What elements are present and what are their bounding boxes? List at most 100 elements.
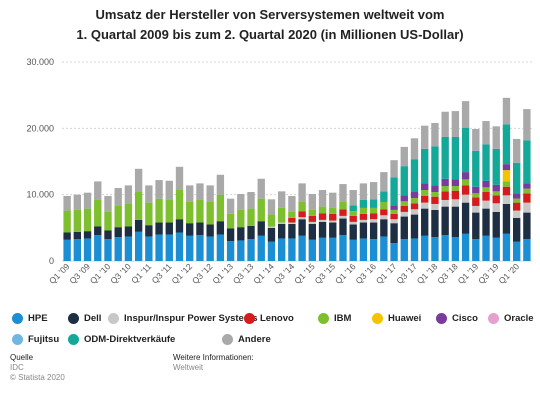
bar-segment [482, 180, 490, 188]
bar-segment [482, 192, 490, 201]
bar-segment [318, 213, 327, 220]
bar-segment [390, 177, 398, 206]
bar-segment [492, 191, 500, 196]
bar-segment [369, 207, 378, 214]
bar-segment [502, 124, 511, 165]
bar-segment [339, 201, 347, 210]
x-tick-label: Q1 '18 [415, 261, 440, 286]
legend-item[interactable]: HPE [12, 313, 48, 324]
bar-segment [400, 146, 408, 167]
legend-item[interactable]: Dell [68, 313, 101, 324]
bar-segment [492, 203, 500, 212]
bar-segment [247, 239, 255, 261]
legend-swatch [12, 334, 23, 345]
legend-swatch [68, 313, 79, 324]
bar-segment [461, 233, 470, 261]
bar-segment [226, 198, 235, 214]
bar-segment [502, 164, 511, 171]
bar-segment [461, 185, 470, 195]
x-tick-label: Q3 '16 [353, 261, 378, 286]
legend-item[interactable]: ODM-Direktverkäufe [68, 334, 175, 345]
bar-segment [441, 235, 449, 261]
bar-segment [63, 232, 71, 240]
bar-segment [441, 136, 449, 179]
bar-segment [513, 162, 521, 194]
legend-item[interactable]: Andere [222, 334, 271, 345]
bar-segment [502, 97, 511, 125]
legend-item[interactable]: Fujitsu [12, 334, 59, 345]
bar-segment [165, 222, 173, 235]
bar-segment [73, 239, 82, 261]
bar-segment [104, 195, 112, 212]
legend-item[interactable]: Oracle [488, 313, 534, 324]
bar-segment [359, 207, 368, 214]
bar-segment [421, 183, 429, 191]
legend-item[interactable]: Inspur/Inspur Power Systems [108, 313, 258, 324]
info-label: Weitere Informationen: [173, 353, 254, 362]
bar-segment [155, 234, 163, 261]
bar-segment [472, 129, 480, 151]
bar-segment [502, 233, 511, 261]
bar-segment [400, 205, 408, 212]
bar-segment [451, 186, 460, 191]
y-tick-label: 20.000 [26, 123, 54, 133]
bar-segment [502, 186, 511, 196]
legend-label: HPE [28, 313, 48, 324]
bar-segment [104, 230, 112, 240]
legend-label: ODM-Direktverkäufe [84, 334, 176, 345]
x-tick-label: Q1 '14 [251, 261, 276, 286]
bar-segment [461, 194, 470, 203]
bar-segment [288, 211, 296, 218]
bar-segment [441, 186, 449, 192]
bar-segment [237, 227, 245, 241]
legend-item[interactable]: Cisco [436, 313, 478, 324]
bar-segment [145, 202, 153, 226]
bar-segment [523, 202, 531, 213]
bar-segment [359, 199, 368, 208]
bar-segment [196, 222, 204, 236]
bar-segment [502, 195, 511, 204]
bar-segment [206, 224, 214, 237]
bar-segment [400, 166, 408, 196]
bar-segment [502, 170, 511, 182]
source-block: Quelle IDC © Statista 2020 [10, 353, 65, 383]
bar-segment [196, 183, 204, 200]
bar-segment [349, 190, 357, 206]
bar-segment [278, 238, 286, 261]
source-label: Quelle [10, 353, 34, 362]
legend-item[interactable]: IBM [318, 313, 351, 324]
x-tick-label: Q1 '19 [456, 261, 481, 286]
bar-segment [63, 239, 71, 261]
bar-segment [339, 209, 347, 216]
bar-segment [380, 215, 388, 220]
bar-segment [492, 184, 500, 192]
bar-segment [451, 206, 460, 238]
bar-segment [186, 201, 194, 224]
legend-label: Fujitsu [28, 334, 60, 345]
bar-segment [380, 201, 388, 210]
bar-segment [175, 166, 184, 190]
bar-segment [175, 189, 184, 220]
bar-segment [298, 235, 306, 261]
bar-segment [421, 195, 429, 203]
bar-segment [145, 185, 153, 203]
legend-swatch [12, 313, 23, 324]
bar-segment [359, 213, 368, 220]
bar-segment [175, 219, 184, 233]
bar-segment [461, 179, 470, 186]
bar-segment [155, 222, 163, 235]
bar-segment [288, 195, 296, 212]
legend-item[interactable]: Huawei [372, 313, 421, 324]
bar-segment [349, 205, 357, 212]
legend-item[interactable]: Lenovo [244, 313, 294, 324]
bar-segment [288, 238, 296, 261]
bar-segment [267, 199, 276, 215]
bar-segment [339, 218, 347, 236]
bar-segment [451, 237, 460, 261]
bar-segment [257, 235, 265, 261]
bar-segment [410, 192, 419, 198]
bar-segment [441, 111, 449, 137]
bar-segment [390, 243, 398, 261]
